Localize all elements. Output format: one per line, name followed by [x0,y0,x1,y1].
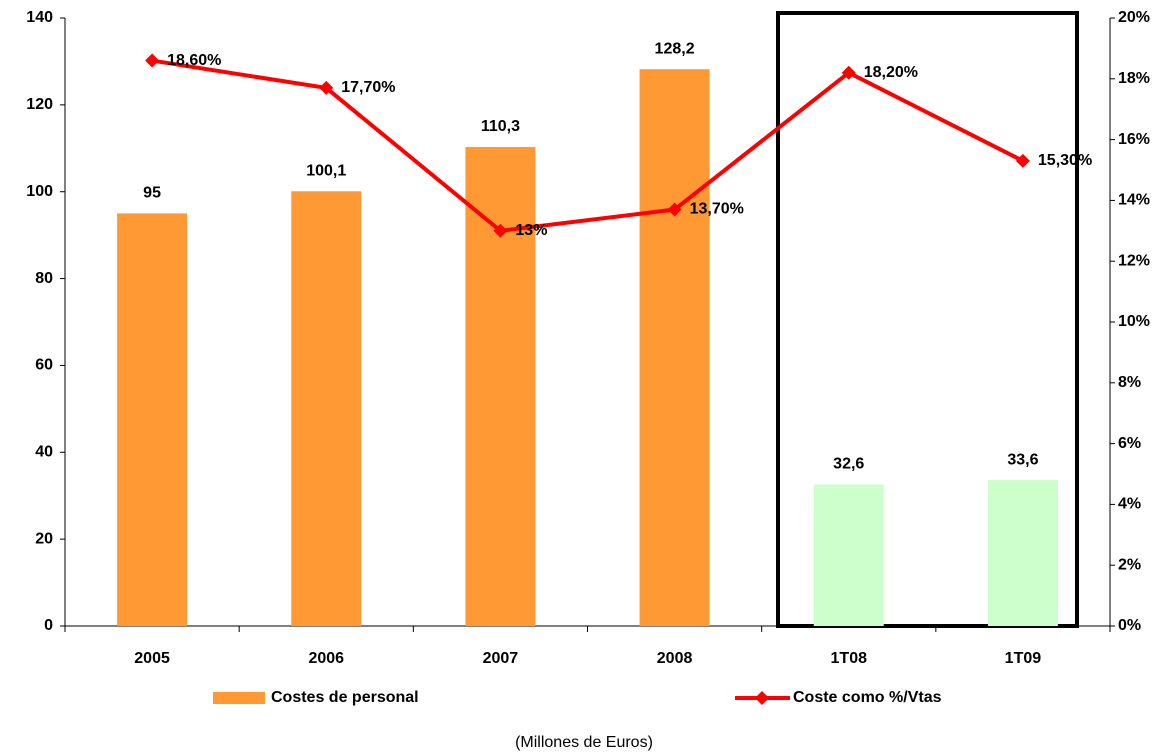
bar-value-label: 32,6 [833,456,864,473]
bar-value-label: 33,6 [1007,451,1038,468]
line-marker [841,65,856,80]
bar-value-label: 128,2 [655,40,695,57]
y2-tick-label: 8% [1118,374,1141,391]
y-tick-label: 40 [35,444,53,461]
y2-tick-label: 16% [1118,131,1150,148]
y-tick-label: 140 [26,9,53,26]
caption: (Millones de Euros) [515,734,653,751]
y2-tick-label: 6% [1118,435,1141,452]
y-tick-label: 0 [44,617,53,634]
y-tick-label: 100 [26,183,53,200]
line-value-label: 13,70% [690,201,744,218]
legend-marker [755,691,769,705]
line-marker [493,223,508,238]
y2-tick-label: 18% [1118,70,1150,87]
y2-tick-label: 4% [1118,496,1141,513]
legend-label: Coste como %/Vtas [793,689,942,706]
y-tick-label: 120 [26,96,53,113]
bar [291,191,362,626]
x-tick-label: 2007 [483,650,519,667]
bar-value-label: 110,3 [481,118,520,135]
line-marker [145,53,160,68]
legend-swatch [213,692,265,704]
bar [465,146,536,627]
bar [987,480,1058,626]
y2-tick-label: 14% [1118,192,1150,209]
y-tick-label: 60 [35,357,53,374]
bar-value-label: 95 [143,185,161,202]
line-marker [667,202,682,217]
x-tick-label: 2008 [657,650,693,667]
line-marker [1015,153,1030,168]
x-tick-label: 1T09 [1005,650,1042,667]
bar [117,213,188,626]
line-value-label: 15,30% [1038,152,1092,169]
bar [639,69,710,626]
line [151,58,1024,233]
y2-tick-label: 2% [1118,556,1141,573]
legend-label: Costes de personal [271,689,419,706]
line-value-label: 13% [515,222,547,239]
bar-value-label: 100,1 [306,162,346,179]
y2-tick-label: 12% [1118,252,1150,269]
line-value-label: 18,60% [167,52,221,69]
line-value-label: 17,70% [341,79,395,96]
bar [813,484,884,626]
x-tick-label: 1T08 [831,650,868,667]
y-tick-label: 20 [35,530,53,547]
line-value-label: 18,20% [864,64,918,81]
y2-tick-label: 10% [1118,313,1150,330]
x-tick-label: 2006 [308,650,344,667]
line-marker [319,80,334,95]
y2-tick-label: 20% [1118,9,1150,26]
x-tick-label: 2005 [134,650,170,667]
y2-tick-label: 0% [1118,617,1141,634]
y-tick-label: 80 [35,270,53,287]
